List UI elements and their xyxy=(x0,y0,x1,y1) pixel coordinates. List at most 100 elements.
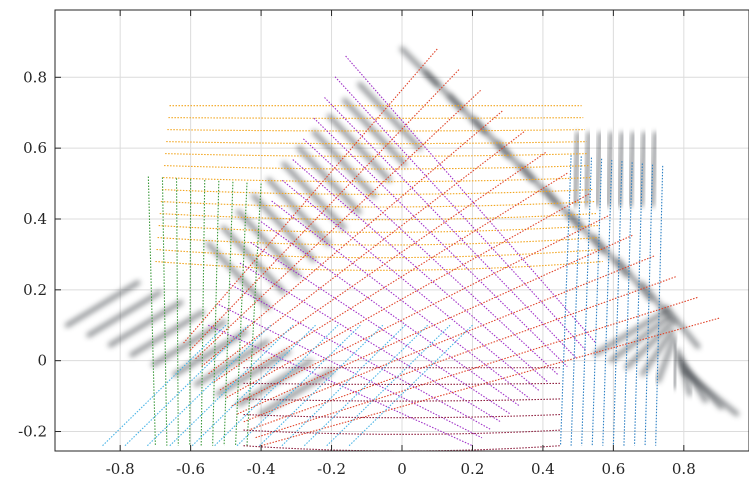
series-line xyxy=(559,155,572,446)
series-line xyxy=(164,165,590,170)
ghost-stroke xyxy=(638,131,648,208)
y-tick-label: 0.2 xyxy=(23,281,47,299)
ghost-stroke xyxy=(266,177,332,247)
series-line xyxy=(254,296,698,439)
series-line xyxy=(242,255,655,423)
series-line xyxy=(260,221,521,407)
series-line xyxy=(246,183,262,446)
x-tick-label: -0.4 xyxy=(247,460,276,478)
line-families xyxy=(102,48,720,451)
tick-marks xyxy=(55,10,685,451)
series-line xyxy=(243,429,561,435)
series-line xyxy=(334,76,587,352)
ghost-stroke xyxy=(311,129,377,199)
x-tick-label: 0.2 xyxy=(461,460,485,478)
x-tick-label: 0.6 xyxy=(601,460,625,478)
series-line xyxy=(313,117,568,368)
series-line xyxy=(655,165,664,446)
ghost-stroke xyxy=(281,161,347,231)
ghost-stroke xyxy=(649,131,659,208)
ghost-stroke xyxy=(655,335,677,383)
y-tick-label: 0.6 xyxy=(23,139,47,157)
ghost-stroke xyxy=(615,258,654,302)
series-line xyxy=(292,159,549,383)
series-line xyxy=(166,141,587,145)
ghost-stroke xyxy=(237,358,313,407)
series-line xyxy=(229,283,492,431)
ghost-stroke xyxy=(107,299,184,348)
ghost-stroke xyxy=(594,131,603,208)
series-line xyxy=(160,201,595,208)
y-tick-label: 0.4 xyxy=(23,210,47,228)
series-line xyxy=(570,156,582,446)
series-line xyxy=(165,153,589,157)
series-line xyxy=(161,177,168,446)
ghost-stroke xyxy=(583,131,592,208)
series-line xyxy=(243,413,561,419)
ghost-stroke xyxy=(326,113,392,183)
series-line xyxy=(248,276,676,431)
series-line xyxy=(218,304,483,439)
series-line xyxy=(189,179,192,446)
series-line xyxy=(612,161,623,446)
ghost-stroke xyxy=(296,145,362,215)
x-tick-label: -0.6 xyxy=(176,460,205,478)
x-tick-label: 0 xyxy=(397,460,407,478)
series-line xyxy=(324,97,578,360)
series-line xyxy=(167,129,585,132)
ghost-stroke xyxy=(681,368,740,417)
series-line xyxy=(168,117,584,119)
y-tick-labels: -0.2 0 0.2 0.4 0.6 0.8 xyxy=(18,68,47,440)
series-line xyxy=(213,152,546,383)
series-line xyxy=(158,224,598,233)
ghost-stroke xyxy=(64,280,141,328)
x-tick-label: 0.8 xyxy=(672,460,696,478)
x-tick-labels: -0.8 -0.6 -0.4 -0.2 0 0.2 0.4 0.6 0.8 xyxy=(106,460,696,478)
x-tick-label: 0.4 xyxy=(531,460,555,478)
y-tick-label: 0 xyxy=(37,352,47,370)
ghost-stroke xyxy=(129,309,205,358)
series-line xyxy=(581,157,593,446)
ghost-strokes xyxy=(64,46,740,435)
ghost-stroke xyxy=(572,131,581,208)
series-line xyxy=(281,179,540,391)
ghost-stroke xyxy=(220,225,286,295)
series-line xyxy=(212,180,220,446)
ghost-stroke xyxy=(593,308,669,357)
ghost-stroke xyxy=(357,81,423,151)
x-tick-label: -0.8 xyxy=(106,460,135,478)
series-line xyxy=(231,214,611,407)
series-line xyxy=(183,48,438,344)
series-line xyxy=(175,178,179,446)
ghost-stroke xyxy=(342,97,407,167)
x-tick-label: -0.2 xyxy=(317,460,346,478)
series-line xyxy=(591,158,603,446)
series-line xyxy=(162,177,592,183)
y-tick-label: 0.8 xyxy=(23,68,47,86)
y-tick-label: -0.2 xyxy=(18,423,47,441)
series-line xyxy=(161,189,594,195)
series-line xyxy=(302,138,559,375)
series-line xyxy=(243,445,561,451)
ghost-stroke xyxy=(236,209,301,279)
series-line xyxy=(225,193,590,399)
series-line xyxy=(623,162,633,446)
series-line xyxy=(200,180,206,446)
series-line xyxy=(189,69,460,352)
series-line xyxy=(201,110,503,368)
series-line xyxy=(633,163,643,446)
series-line xyxy=(195,89,481,360)
series-line xyxy=(345,55,597,344)
ghost-stroke xyxy=(567,211,606,254)
series-line xyxy=(239,262,502,423)
ghost-stroke xyxy=(591,234,630,278)
ghost-stroke xyxy=(663,305,701,350)
ghost-stroke xyxy=(605,131,614,208)
series-line xyxy=(207,131,525,376)
series-line xyxy=(219,172,568,391)
ghost-stroke xyxy=(258,368,335,417)
series-line xyxy=(260,317,720,447)
ghost-stroke xyxy=(616,131,625,208)
series-line xyxy=(223,181,234,446)
